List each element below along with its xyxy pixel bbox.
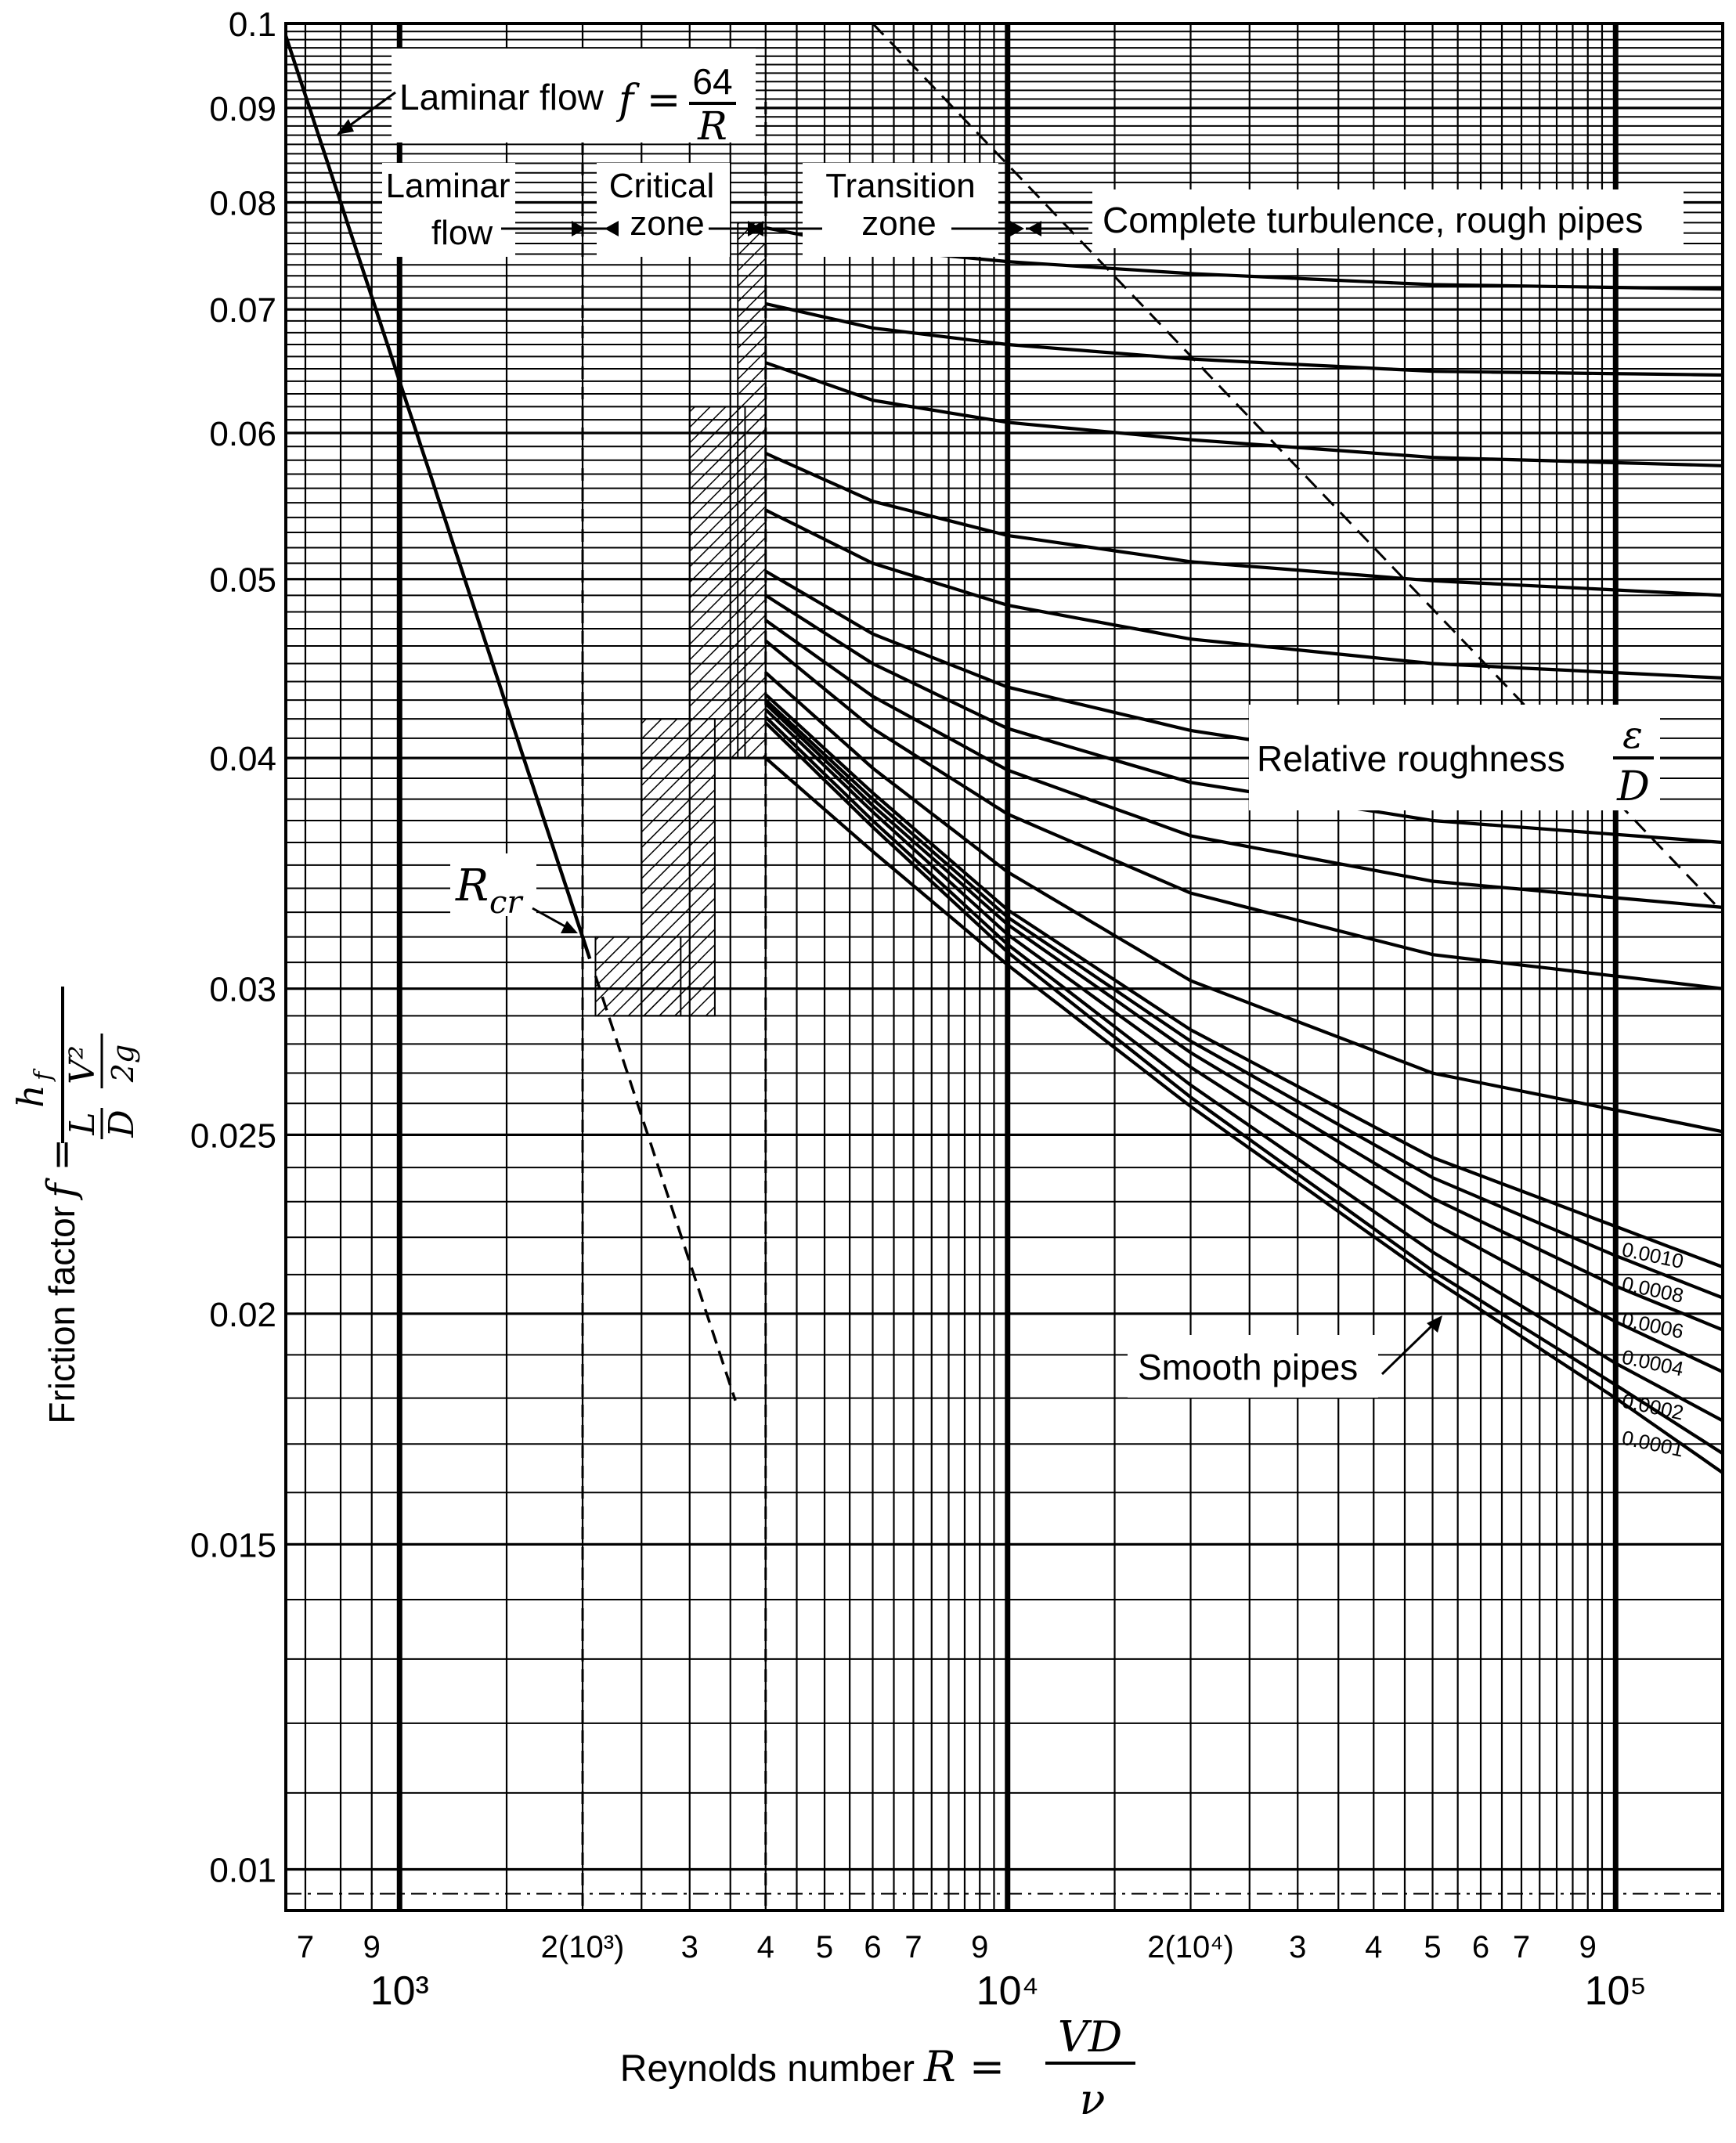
roughness-value-label: 0.0010: [1620, 1237, 1686, 1273]
y-tick-label: 0.02: [209, 1296, 276, 1334]
laminar-flow-label: Laminar flow f = 64 R: [337, 49, 756, 149]
roughness-curve-4: [764, 508, 1723, 680]
hatch-region: [737, 222, 767, 759]
zone-transition-line2: zone: [861, 204, 936, 243]
laminar-line: [283, 35, 592, 960]
x-tick-label: 9: [1579, 1930, 1597, 1964]
y-axis-label: Friction factor f = h f L D V² 2g: [9, 987, 142, 1424]
x-axis-label: Reynolds number R = VD ν: [620, 2012, 1135, 2124]
roughness-curve-7: [764, 619, 1723, 909]
complete-turbulence-boundary: [872, 22, 1724, 914]
x-decade-label: 10⁵: [1585, 1968, 1647, 2014]
laminar-formula-num: 64: [692, 61, 732, 102]
y-tick-label: 0.03: [209, 971, 276, 1009]
rcr-label: R cr: [450, 853, 578, 933]
y-axis-den-l: L: [63, 1112, 103, 1135]
x-tick-label: 9: [363, 1930, 381, 1964]
y-tick-label: 0.015: [190, 1526, 276, 1564]
x-tick-label: 6: [864, 1930, 881, 1964]
x-decade-label: 10³: [370, 1968, 429, 2014]
relative-roughness-num: ε: [1622, 713, 1643, 757]
x-tick-label: 6: [1472, 1930, 1489, 1964]
x-tick-label: 9: [971, 1930, 988, 1964]
roughness-curve-6: [764, 593, 1723, 845]
x-tick-label: 7: [904, 1930, 922, 1964]
rcr-subscript: cr: [489, 885, 524, 921]
x-tick-label: 7: [1513, 1930, 1530, 1964]
relative-roughness-den: D: [1616, 763, 1650, 810]
x-tick-label: 3: [681, 1930, 698, 1964]
laminar-formula-den: R: [697, 103, 727, 149]
laminar-formula-lhs: f =: [615, 77, 680, 124]
rcr-symbol: R: [455, 860, 489, 911]
hatch-region: [641, 718, 716, 1017]
x-tick-label: 3: [1289, 1930, 1306, 1964]
relative-roughness-label: Relative roughness ε D: [1249, 705, 1660, 810]
x-tick-label: 4: [1365, 1930, 1382, 1964]
roughness-curve-1: [765, 301, 1723, 377]
roughness-curve-3: [764, 451, 1723, 597]
zone-annotations: Laminar flow Critical zone Transition zo…: [382, 163, 1684, 257]
grid: [284, 22, 1724, 1912]
zone-transition-line1: Transition: [825, 167, 976, 205]
laminar-dashed-extension: [594, 976, 737, 1402]
x-tick-label: 5: [816, 1930, 833, 1964]
roughness-curve-16: [764, 756, 1724, 1474]
y-axis-num-sub: f: [30, 1068, 57, 1082]
zone-laminar-line2: flow: [431, 214, 493, 252]
x-tick-label: 7: [297, 1930, 314, 1964]
y-axis-den-2g: 2g: [106, 1044, 140, 1084]
y-tick-label: 0.025: [190, 1117, 276, 1155]
zone-critical-line2: zone: [630, 204, 704, 243]
x-axis-eq: R =: [923, 2042, 1005, 2091]
y-tick-label: 0.07: [209, 291, 276, 330]
y-tick-label: 0.08: [209, 184, 276, 222]
critical-zone-hatching: [594, 222, 767, 1017]
laminar-flow-name: Laminar flow: [399, 77, 605, 117]
plot-frame: [284, 22, 1724, 1912]
roughness-curve-2: [765, 361, 1723, 467]
y-tick-label: 0.05: [209, 561, 276, 600]
zone-critical-line1: Critical: [609, 167, 714, 205]
roughness-curve-11: [764, 698, 1723, 1300]
y-axis-title: Friction factor: [42, 1206, 82, 1424]
roughness-curve-10: [764, 693, 1723, 1269]
roughness-curve-15: [764, 721, 1724, 1456]
x-tick-label: 2(10⁴): [1147, 1930, 1234, 1964]
x-axis-num: VD: [1058, 2012, 1122, 2062]
roughness-curve-13: [764, 708, 1723, 1374]
y-tick-labels: 0.1 0.09 0.08 0.07 0.06 0.05 0.04 0.03 0.025 0.02…: [190, 5, 276, 1889]
x-tick-label: 4: [757, 1930, 774, 1964]
y-tick-label: 0.1: [229, 5, 276, 44]
y-axis-den-v: V²: [63, 1045, 103, 1084]
roughness-value-label: 0.0001: [1620, 1426, 1686, 1462]
x-tick-label: 5: [1424, 1930, 1441, 1964]
hatch-region: [688, 406, 746, 759]
roughness-curve-12: [764, 702, 1723, 1332]
x-tick-label: 2(10³): [541, 1930, 625, 1964]
laminar-curve: [283, 35, 737, 1402]
y-axis-den-d: D: [102, 1109, 142, 1138]
roughness-curves: [764, 225, 1724, 1474]
zone-complete-turbulence: Complete turbulence, rough pipes: [1103, 200, 1643, 240]
x-decade-label: 10⁴: [976, 1968, 1039, 2014]
x-axis-den: ν: [1080, 2075, 1106, 2124]
roughness-curve-9: [764, 671, 1723, 1134]
complete-turbulence-line: [872, 22, 1724, 914]
x-axis-title: Reynolds number: [620, 2048, 915, 2090]
y-axis-eq: f =: [38, 1138, 84, 1201]
y-tick-label: 0.04: [209, 740, 276, 778]
smooth-pipes-label: Smooth pipes: [1128, 1315, 1442, 1398]
relative-roughness-text: Relative roughness: [1257, 738, 1565, 779]
roughness-curve-8: [764, 639, 1723, 990]
y-axis-num: h: [9, 1084, 52, 1108]
y-tick-label: 0.01: [209, 1851, 276, 1889]
y-tick-label: 0.06: [209, 415, 276, 453]
y-tick-label: 0.09: [209, 90, 276, 128]
smooth-pipes-text: Smooth pipes: [1138, 1347, 1358, 1387]
roughness-curve-14: [764, 716, 1723, 1423]
zone-laminar-line1: Laminar: [386, 167, 511, 205]
